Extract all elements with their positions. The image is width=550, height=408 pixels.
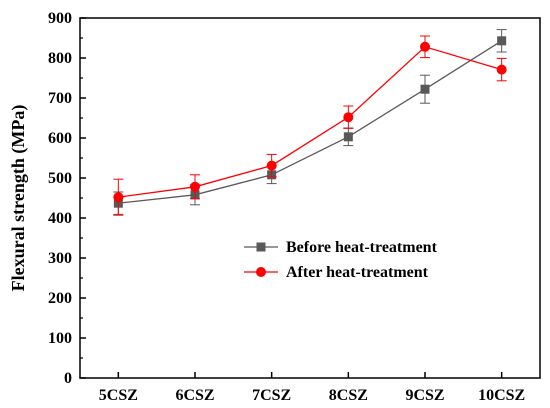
legend: Before heat-treatment After heat-treatmen… xyxy=(244,239,438,281)
y-tick-label: 0 xyxy=(64,370,72,387)
series-line xyxy=(118,40,503,204)
data-point xyxy=(266,160,277,171)
y-axis-title: Flexural strength (MPa) xyxy=(8,105,29,292)
legend-item: After heat-treatment xyxy=(244,264,429,281)
plot-frame xyxy=(79,17,541,379)
legend-label: Before heat-treatment xyxy=(286,239,438,256)
data-point xyxy=(420,41,430,52)
x-tick-label: 8CSZ xyxy=(329,387,368,404)
legend-label: After heat-treatment xyxy=(286,264,429,281)
data-point xyxy=(343,132,353,142)
data-point xyxy=(496,64,507,75)
y-tick-label: 300 xyxy=(48,250,72,267)
data-point xyxy=(420,84,430,94)
y-tick-label: 900 xyxy=(48,10,72,27)
x-tick-label: 7CSZ xyxy=(252,387,291,404)
series-line xyxy=(118,46,502,198)
y-tick-label: 800 xyxy=(48,50,72,67)
series-0 xyxy=(113,29,507,215)
data-point xyxy=(343,112,354,123)
y-tick-label: 600 xyxy=(48,130,72,147)
series-1 xyxy=(113,35,507,216)
x-tick-label: 9CSZ xyxy=(405,387,444,404)
x-tick-label: 5CSZ xyxy=(99,387,138,404)
y-tick-label: 400 xyxy=(48,210,72,227)
series-group xyxy=(113,29,507,216)
x-tick-label: 6CSZ xyxy=(175,387,214,404)
y-tick-label: 200 xyxy=(48,290,72,307)
y-tick-label: 700 xyxy=(48,90,72,107)
data-point xyxy=(190,181,200,192)
legend-marker xyxy=(256,267,266,277)
data-point xyxy=(113,192,124,203)
legend-marker xyxy=(256,242,266,252)
x-tick-label: 10CSZ xyxy=(478,387,525,404)
y-tick-label: 100 xyxy=(48,330,72,347)
plot-area xyxy=(79,17,541,379)
legend-item: Before heat-treatment xyxy=(244,239,438,256)
axes: 0 100 200 300 400 500 600 700 800 900 5CSZ 6CSZ 7CSZ… xyxy=(8,10,525,404)
data-point xyxy=(497,36,507,46)
y-tick-label: 500 xyxy=(48,170,72,187)
